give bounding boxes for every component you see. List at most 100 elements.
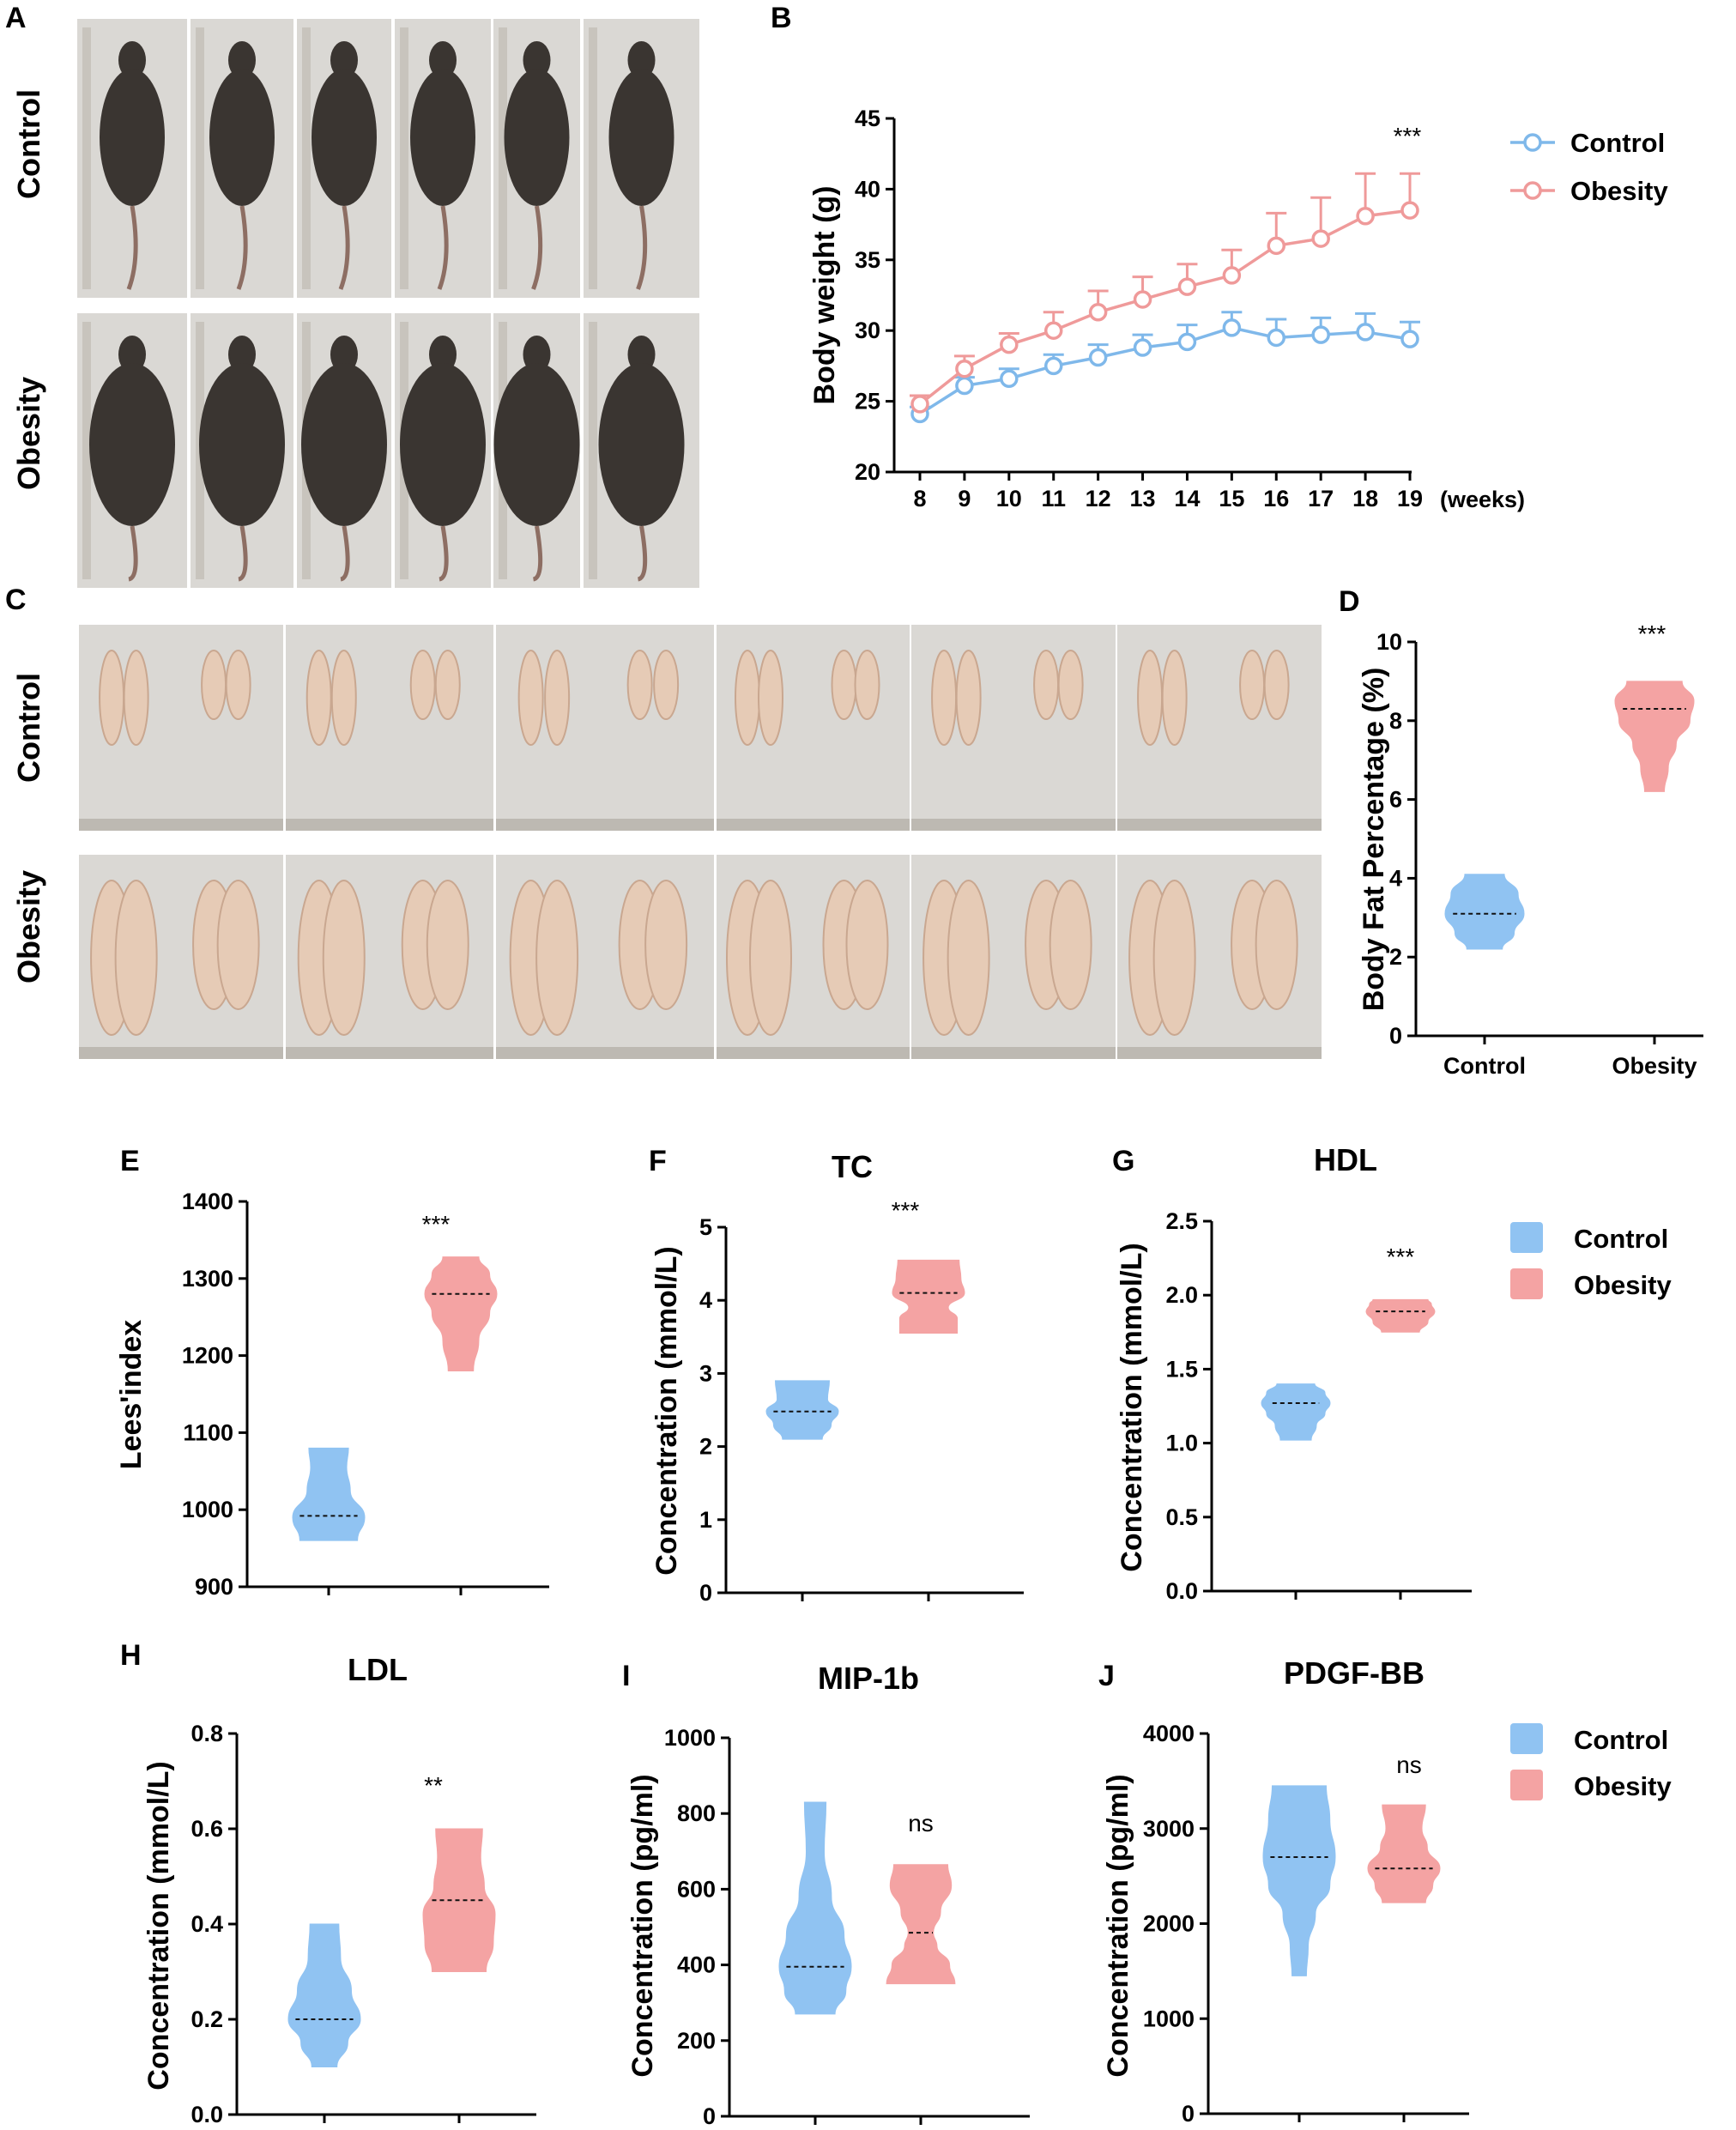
ruler <box>82 27 91 289</box>
legend-label: Obesity <box>1570 176 1668 206</box>
y-tick-label: 1.5 <box>1165 1356 1198 1382</box>
ruler <box>286 1047 493 1059</box>
data-point <box>1088 348 1108 367</box>
fat-tissue <box>330 650 357 746</box>
legend-swatch <box>1510 1770 1543 1800</box>
fat-tissue <box>1263 650 1290 720</box>
fat-tissue <box>1057 650 1084 720</box>
legend-marker <box>1523 181 1542 200</box>
fat-tissue <box>99 650 125 746</box>
legend-marker <box>1523 133 1542 152</box>
data-point <box>1177 332 1197 352</box>
legend-label: Control <box>1574 1224 1668 1254</box>
fat-tissue <box>1255 880 1298 1010</box>
fat-tissue <box>735 650 760 746</box>
violin-control <box>1261 1383 1331 1441</box>
data-point <box>1177 277 1197 296</box>
row-label-control-c: Control <box>11 673 46 783</box>
fat-tissue <box>1239 650 1266 720</box>
fat-tissue <box>653 650 680 720</box>
y-tick-label: 0 <box>699 1580 712 1606</box>
ruler <box>79 819 283 831</box>
data-point <box>1311 325 1330 344</box>
chart-title: MIP-1b <box>818 1661 919 1696</box>
mouse-tail <box>338 205 350 290</box>
y-axis-title: Concentration (mmol/L) <box>650 1246 683 1575</box>
y-axis-title: Body Fat Percentage (%) <box>1358 668 1390 1012</box>
fat-tissue <box>201 650 227 720</box>
data-point <box>1043 321 1063 340</box>
significance-label: ** <box>424 1772 443 1799</box>
chart-title: PDGF-BB <box>1284 1655 1424 1691</box>
mouse-tail <box>532 525 543 582</box>
fat-tissue <box>854 650 880 720</box>
fat-tissue <box>434 650 461 720</box>
mouse-head <box>330 41 358 79</box>
fat-tissue <box>1033 650 1060 720</box>
y-tick-label: 1000 <box>182 1497 233 1522</box>
panel-label-j: J <box>1098 1660 1115 1692</box>
mouse-body <box>400 363 486 526</box>
y-tick-label: 1400 <box>182 1189 233 1214</box>
mouse-body <box>608 69 674 206</box>
y-tick-label: 3000 <box>1143 1816 1195 1842</box>
data-point <box>1222 266 1242 285</box>
panel-label-e: E <box>120 1145 140 1177</box>
y-tick-label: 2.0 <box>1165 1282 1198 1308</box>
chart-h-ldl: H LDL 0.0 0.2 0.4 0.6 0.8 Concentration (mmol/L… <box>120 1639 536 2127</box>
violin-obesity <box>1614 681 1695 792</box>
ruler <box>82 322 91 579</box>
violin-control <box>292 1447 366 1541</box>
legend-label: Control <box>1570 128 1665 158</box>
y-tick-label: 0.6 <box>191 1816 223 1842</box>
mouse-head <box>627 336 656 373</box>
ruler <box>589 27 597 289</box>
photo-tile <box>717 855 910 1059</box>
data-point <box>1400 201 1419 220</box>
photo-tile <box>79 855 283 1059</box>
violin-obesity <box>424 1256 498 1372</box>
y-tick-label: 0.5 <box>1165 1504 1198 1530</box>
y-axis-title: Body weight (g) <box>808 186 841 405</box>
y-tick-label: 8 <box>1389 708 1402 734</box>
photo-tile <box>191 19 293 298</box>
fat-tissue <box>1161 650 1188 746</box>
mouse-tail <box>236 205 248 290</box>
y-tick-label: 900 <box>195 1574 233 1600</box>
data-point <box>955 376 974 396</box>
chart-d-body-fat: D 0 2 4 6 8 10 Control Obesity Body Fat Percentag… <box>1339 585 1703 1079</box>
ruler <box>499 27 507 289</box>
fat-tissue <box>749 880 792 1036</box>
photo-tile <box>395 313 491 588</box>
x-tick-label: Control <box>1443 1053 1526 1079</box>
photo-tile <box>911 855 1116 1059</box>
photo-grid-a <box>77 19 699 588</box>
ruler <box>196 27 204 289</box>
y-axis-title: Lees'index <box>115 1320 148 1469</box>
ruler <box>286 819 493 831</box>
fat-tissue <box>1152 880 1196 1036</box>
mouse-body <box>301 363 387 526</box>
y-tick-label: 0 <box>1182 2101 1195 2127</box>
photo-tile <box>77 313 187 588</box>
data-point <box>1356 323 1375 342</box>
y-tick-label: 1000 <box>664 1725 716 1751</box>
y-tick-label: 1200 <box>182 1343 233 1369</box>
y-tick-label: 600 <box>677 1876 716 1902</box>
fat-tissue <box>535 880 579 1036</box>
mouse-tail <box>126 205 138 290</box>
photo-tile <box>1117 625 1322 831</box>
photo-tile <box>395 19 491 298</box>
y-tick-label: 30 <box>855 318 880 343</box>
y-tick-label: 3 <box>699 1360 712 1386</box>
data-point <box>1267 328 1286 348</box>
fat-tissue <box>1049 880 1092 1010</box>
legend-swatch <box>1510 1222 1543 1253</box>
y-tick-label: 0 <box>1389 1023 1402 1049</box>
data-point <box>1133 290 1152 309</box>
mouse-head <box>523 41 551 79</box>
x-tick-label: 8 <box>913 486 926 511</box>
y-tick-label: 4 <box>1389 865 1402 891</box>
